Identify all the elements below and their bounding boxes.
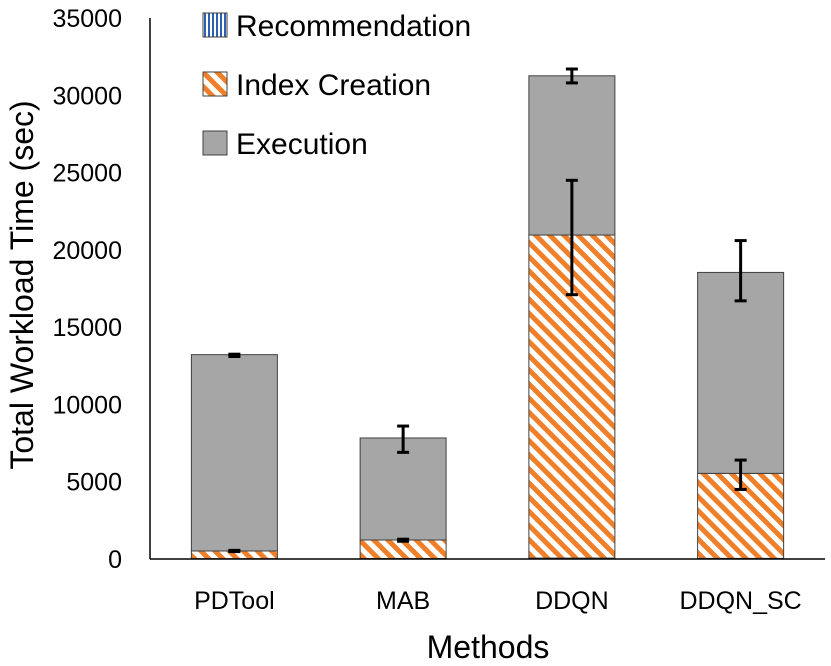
error-bar	[228, 548, 241, 554]
y-tick-label: 20000	[52, 237, 122, 265]
legend-swatch	[202, 12, 228, 38]
x-axis-label: Methods	[427, 629, 550, 665]
error-bar	[397, 537, 410, 543]
legend-swatch	[202, 130, 228, 156]
legend-label: Index Creation	[236, 69, 431, 102]
y-tick-label: 15000	[52, 314, 122, 342]
legend-swatch	[202, 71, 228, 97]
legend-label: Recommendation	[236, 10, 471, 43]
bar-index-creation	[359, 539, 447, 560]
legend-label: Execution	[236, 128, 368, 161]
y-tick-label: 25000	[52, 160, 122, 188]
x-tick-label: PDTool	[194, 587, 275, 615]
y-tick-label: 10000	[52, 391, 122, 419]
x-tick-label: MAB	[376, 587, 430, 615]
x-tick-label: DDQN_SC	[680, 587, 802, 615]
error-bar	[228, 352, 241, 359]
error-bar	[734, 239, 747, 303]
y-axis-label: Total Workload Time (sec)	[4, 100, 40, 469]
error-bar	[565, 67, 578, 85]
bar-execution	[190, 354, 278, 552]
y-tick-label: 30000	[52, 82, 122, 110]
y-tick-label: 35000	[52, 5, 122, 33]
error-bar	[565, 178, 578, 297]
error-bar	[397, 424, 410, 454]
bars	[190, 67, 785, 560]
x-tick-label: DDQN	[535, 587, 609, 615]
error-bar	[734, 458, 747, 491]
y-axis: 0 5000 10000 15000 20000 25000 30000 35000	[52, 5, 151, 574]
y-tick-label: 5000	[66, 469, 122, 497]
y-tick-label: 0	[108, 546, 122, 574]
legend: Recommendation Index Creation Execution	[202, 10, 471, 161]
bar-execution	[697, 271, 785, 474]
bar-execution	[359, 437, 447, 541]
x-axis: PDTool MAB DDQN DDQN_SC	[150, 558, 825, 615]
